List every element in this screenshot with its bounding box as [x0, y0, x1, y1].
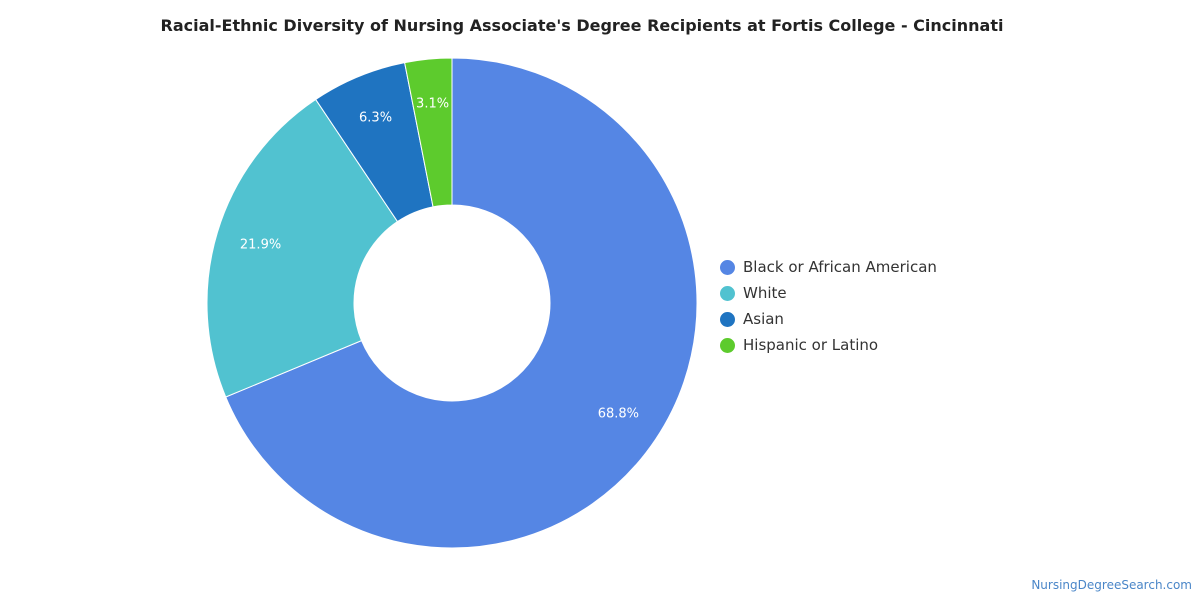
legend-swatch-icon [720, 259, 735, 275]
donut-slice-0[interactable] [225, 57, 698, 549]
legend-label: Asian [743, 310, 784, 328]
donut-slice-3[interactable] [404, 57, 453, 208]
slice-label-1: 21.9% [240, 238, 281, 253]
legend-label: White [743, 284, 787, 302]
slice-label-2: 6.3% [359, 111, 392, 126]
site-watermark[interactable]: NursingDegreeSearch.com [1031, 578, 1192, 592]
chart-title: Racial-Ethnic Diversity of Nursing Assoc… [160, 16, 1004, 35]
chart-legend: Black or African American White Asian Hispa… [720, 254, 937, 358]
slice-label-3: 3.1% [416, 96, 449, 111]
legend-label: Black or African American [743, 258, 937, 276]
legend-item-3[interactable]: Hispanic or Latino [720, 332, 937, 358]
legend-swatch-icon [720, 285, 735, 301]
donut-slice-1[interactable] [206, 98, 399, 398]
slice-label-0: 68.8% [598, 407, 639, 422]
legend-item-2[interactable]: Asian [720, 306, 937, 332]
legend-swatch-icon [720, 337, 735, 353]
legend-swatch-icon [720, 311, 735, 327]
legend-label: Hispanic or Latino [743, 336, 879, 354]
legend-item-1[interactable]: White [720, 280, 937, 306]
legend-item-0[interactable]: Black or African American [720, 254, 937, 280]
